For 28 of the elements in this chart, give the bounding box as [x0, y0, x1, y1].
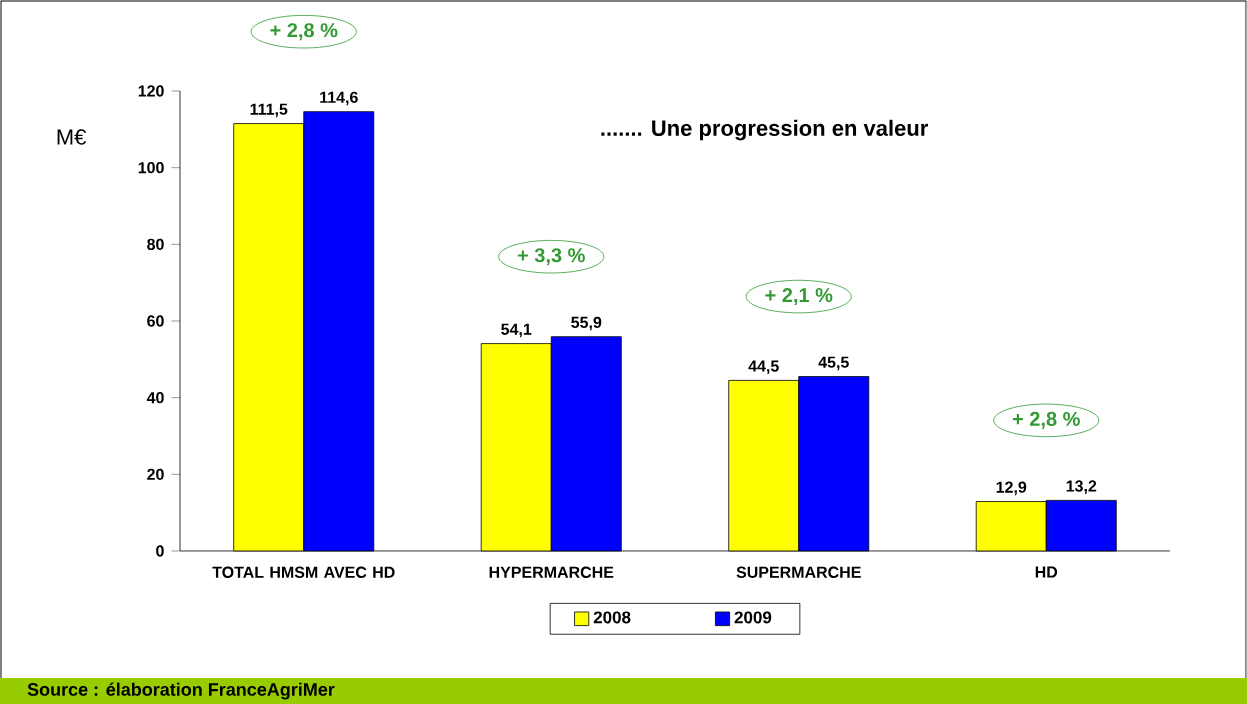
y-tick-label: 20: [147, 468, 164, 480]
y-axis-title: M€: [57, 129, 87, 145]
source-note: Source : élaboration FranceAgriMer: [27, 682, 335, 700]
annotation: + 2,8 %: [1012, 411, 1080, 429]
data-label: 44,5: [748, 360, 779, 374]
text: + 2,8 %: [270, 23, 338, 41]
y-tick-label: 60: [147, 315, 164, 327]
x-tick-label: TOTAL HMSM AVEC HD: [212, 566, 395, 578]
x-tick-label: HD: [1035, 566, 1058, 578]
data-label: 45,5: [818, 356, 849, 371]
data-label: 114,6: [320, 91, 358, 106]
y-tick-label: 100: [138, 161, 164, 174]
data-label: 13,2: [1066, 480, 1097, 494]
text: ....... Une progression en valeur: [601, 119, 928, 141]
data-label: 55,9: [571, 316, 602, 331]
data-label: 12,9: [996, 481, 1027, 496]
x-tick-label: HYPERMARCHE: [489, 566, 614, 578]
legend-label: 2009: [734, 611, 772, 624]
legend-label: 2008: [593, 611, 631, 624]
annotation: + 3,3 %: [517, 248, 585, 266]
x-tick-label: SUPERMARCHE: [736, 566, 861, 578]
data-label: 54,1: [501, 323, 532, 338]
y-tick-label: 40: [146, 391, 164, 404]
data-label: 111,5: [250, 103, 288, 118]
annotation: + 2,1 %: [765, 288, 833, 306]
y-tick-label: 120: [138, 85, 164, 97]
y-tick-label: 80: [147, 238, 164, 250]
y-tick-label: 0: [156, 545, 164, 557]
